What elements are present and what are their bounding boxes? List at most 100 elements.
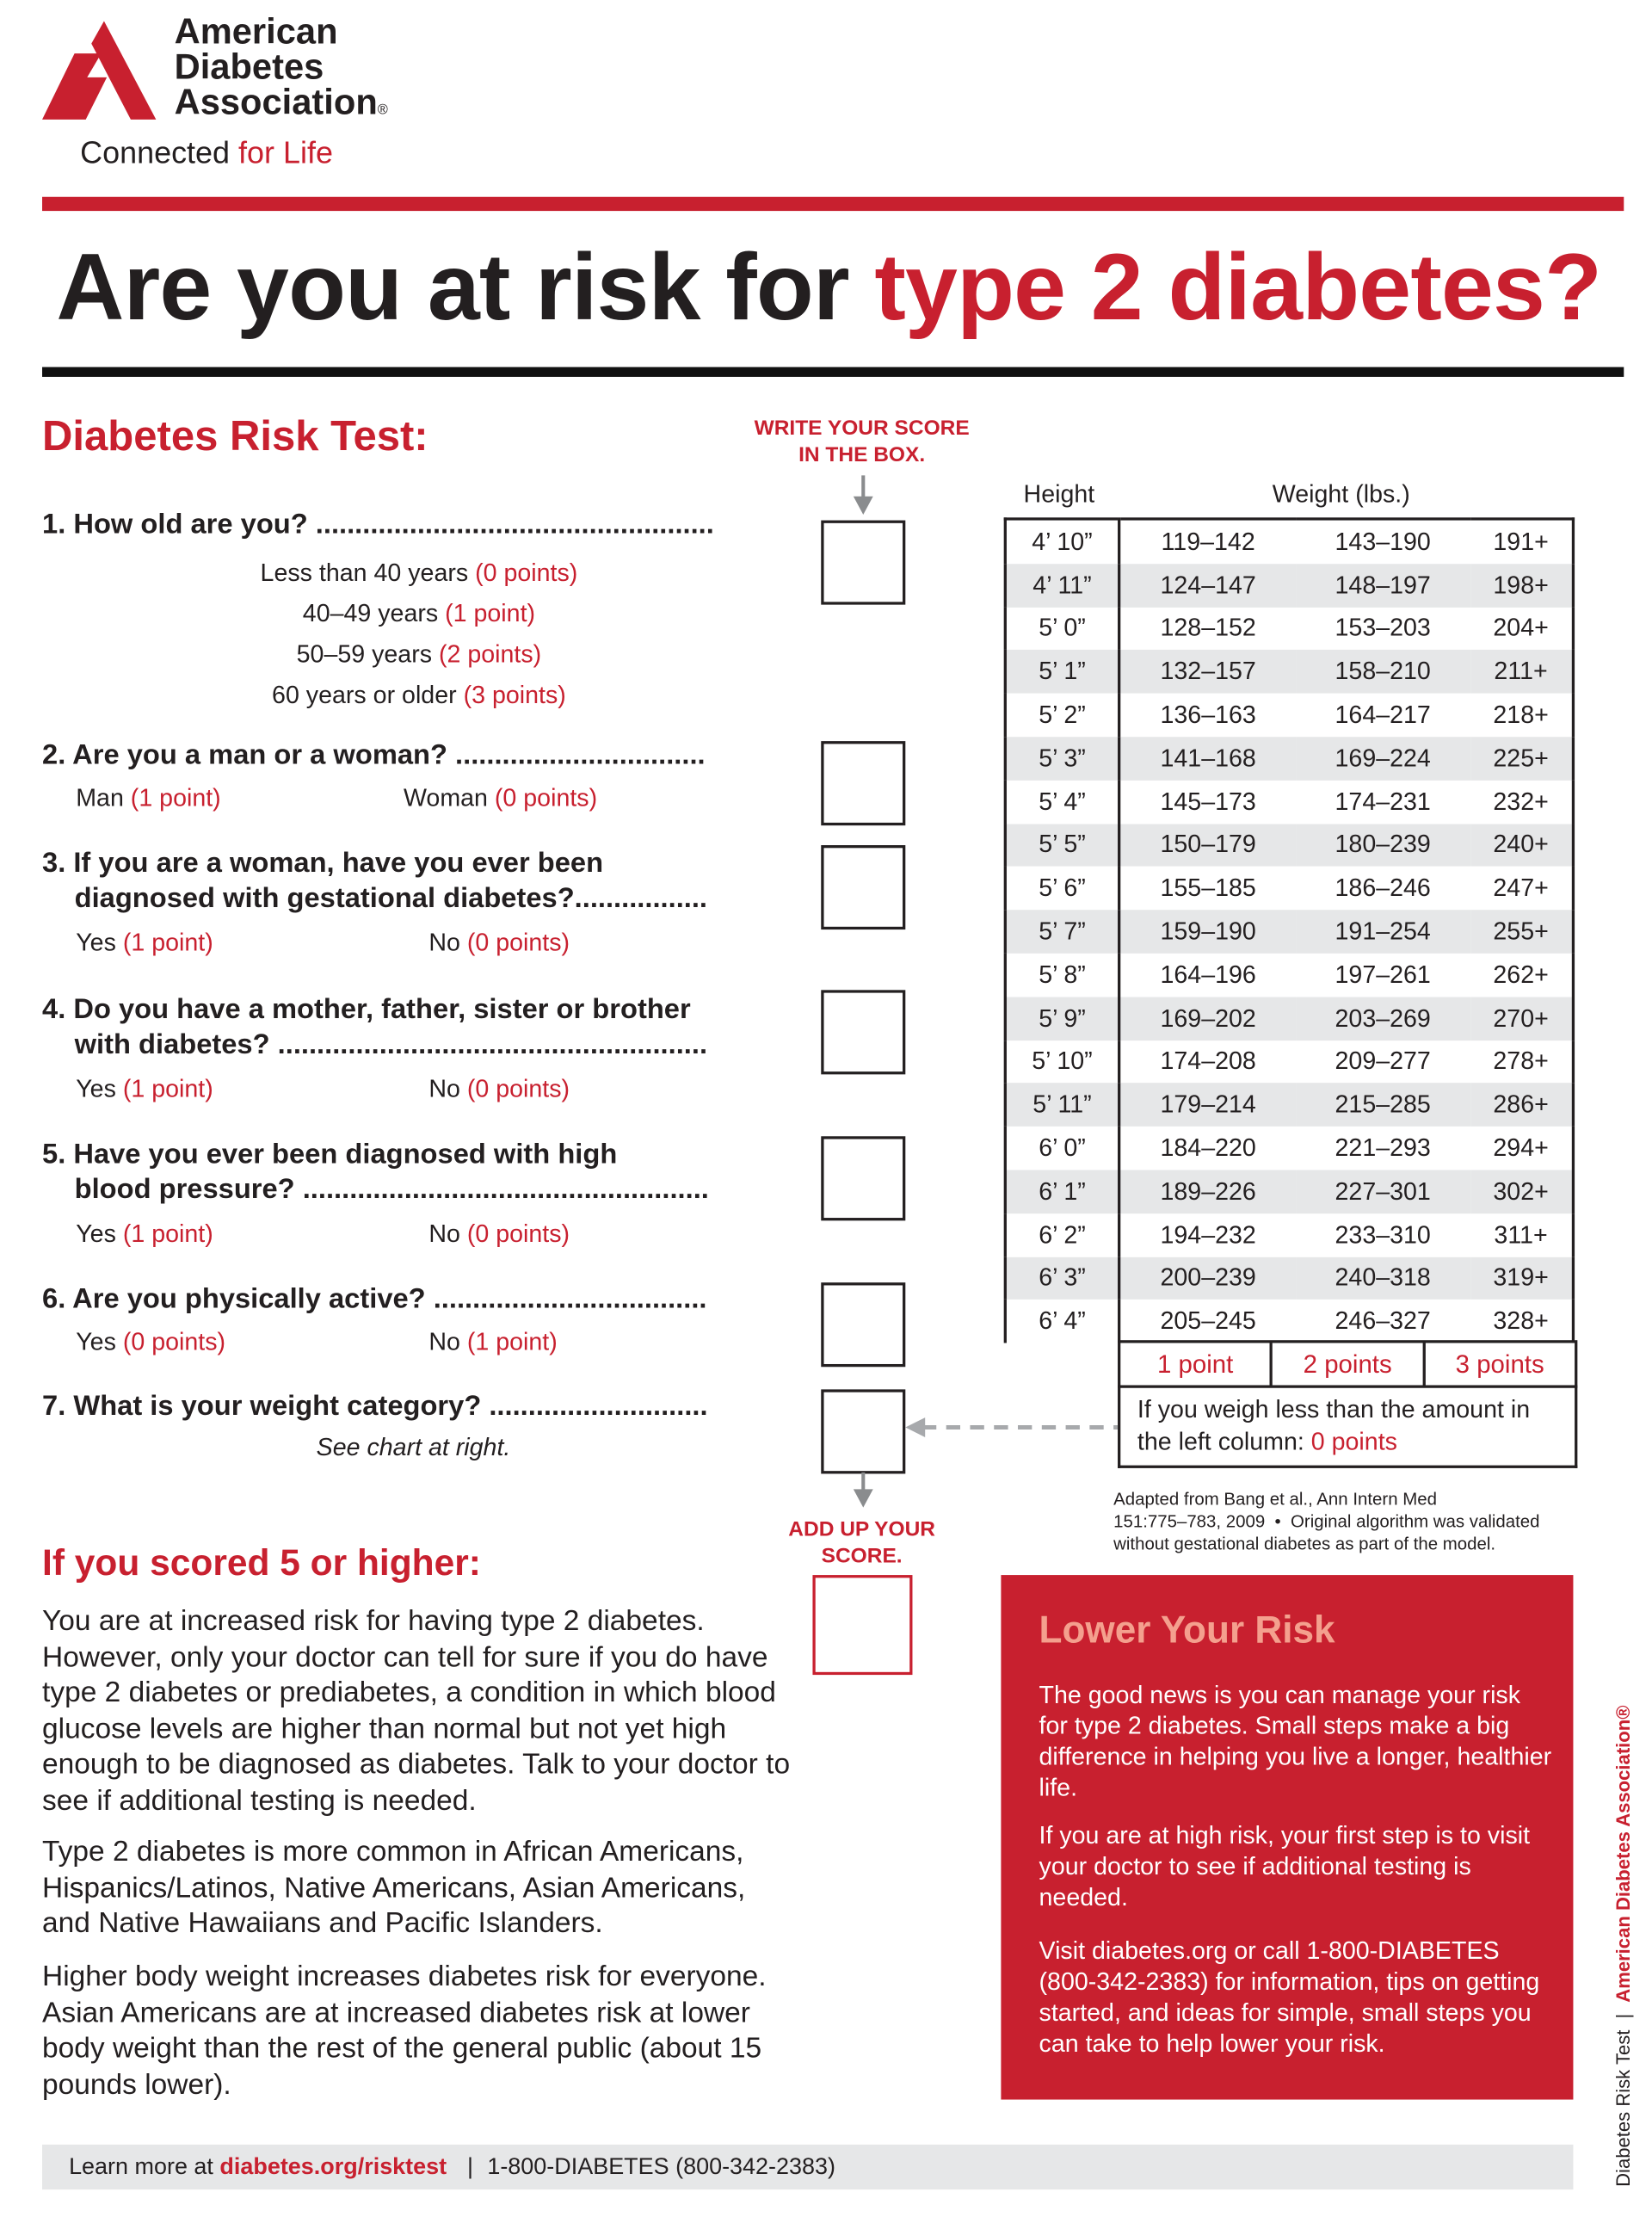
weight-note: See chart at right.	[316, 1433, 511, 1461]
option: Less than 40 years (0 points)	[260, 558, 578, 587]
question-7: 7. What is your weight category? .......…	[42, 1391, 708, 1422]
height-cell: 5’ 11”	[1005, 1083, 1121, 1127]
black-divider	[42, 367, 1624, 377]
weight-cell: 294+	[1493, 1133, 1549, 1162]
weight-cell: 311+	[1494, 1220, 1548, 1249]
weight-cell: 155–185	[1160, 874, 1256, 902]
weight-cell: 164–217	[1335, 700, 1431, 729]
high-score-paragraph: You are at increased risk for having typ…	[42, 1604, 791, 1817]
weight-cell: 209–277	[1335, 1047, 1431, 1076]
weight-cell: 197–261	[1335, 960, 1431, 989]
weight-cell: 191–254	[1296, 910, 1470, 954]
weight-table: 4’ 10” 119–142 143–190 191+ 4’ 11” 124–147 148…	[1003, 517, 1575, 1343]
option: Yes (1 point)	[76, 928, 213, 957]
height-cell: 4’ 11”	[1005, 563, 1121, 608]
weight-cell: 200–239	[1119, 1257, 1297, 1300]
option: Yes (1 point)	[76, 1074, 213, 1103]
total-score-box[interactable]	[812, 1575, 913, 1676]
side-label: Diabetes Risk Test|American Diabetes Ass…	[1612, 1705, 1634, 2187]
weight-table-row: 5’ 8” 164–196 197–261 262+	[1005, 953, 1573, 997]
weight-table-row: 5’ 7” 159–190 191–254 255+	[1005, 910, 1574, 954]
weight-cell: 233–310	[1335, 1220, 1431, 1249]
weight-cell: 203–269	[1296, 997, 1470, 1040]
q1-options: Less than 40 years (0 points) 40–49 year…	[42, 553, 796, 716]
weight-cell: 174–208	[1160, 1047, 1256, 1076]
weight-cell: 240–318	[1296, 1257, 1470, 1300]
weight-cell: 143–190	[1335, 527, 1431, 556]
lower-risk-heading: Lower Your Risk	[1039, 1609, 1335, 1652]
option: No (0 points)	[428, 1074, 570, 1103]
weight-cell: 169–224	[1296, 737, 1470, 781]
lower-risk-panel	[1001, 1575, 1574, 2100]
height-cell: 5’ 6”	[1005, 867, 1121, 911]
height-cell: 6’ 0”	[1005, 1127, 1121, 1170]
score-box-2[interactable]	[821, 741, 906, 826]
height-cell: 6’ 3”	[1005, 1257, 1121, 1300]
weight-cell: 179–214	[1119, 1083, 1297, 1127]
weight-cell: 148–197	[1296, 563, 1470, 608]
high-score-paragraph: Type 2 diabetes is more common in Africa…	[42, 1835, 746, 1940]
arrow-down-icon	[853, 1472, 873, 1508]
risktest-link[interactable]: diabetes.org/risktest	[219, 2154, 447, 2180]
question-3: 3. If you are a woman, have you ever bee…	[42, 848, 708, 915]
score-box-5[interactable]	[821, 1136, 906, 1221]
height-cell: 5’ 4”	[1005, 780, 1121, 824]
weight-cell: 132–157	[1119, 650, 1297, 694]
weight-cell: 262+	[1493, 960, 1549, 989]
option: Yes (0 points)	[76, 1327, 226, 1356]
height-cell: 5’ 1”	[1005, 650, 1121, 694]
height-cell: 6’ 1”	[1005, 1170, 1121, 1213]
weight-cell: 145–173	[1160, 787, 1256, 816]
height-cell: 5’ 0”	[1005, 607, 1121, 651]
weight-cell: 174–231	[1335, 787, 1431, 816]
weight-cell: 153–203	[1335, 614, 1431, 642]
option: No (0 points)	[428, 1219, 570, 1248]
weight-cell: 184–220	[1160, 1133, 1256, 1162]
weight-cell: 128–152	[1160, 614, 1256, 642]
weight-cell: 246–327	[1335, 1306, 1431, 1336]
weight-cell: 198+	[1470, 563, 1574, 608]
height-cell: 5’ 3”	[1005, 737, 1121, 781]
weight-cell: 136–163	[1160, 700, 1256, 729]
weight-table-row: 5’ 5” 150–179 180–239 240+	[1005, 823, 1574, 868]
weight-cell: 186–246	[1335, 874, 1431, 902]
points-2: 2 points	[1273, 1343, 1426, 1386]
weight-cell: 211+	[1470, 650, 1574, 694]
weight-cell: 169–202	[1119, 997, 1297, 1040]
weight-header: Weight (lbs.)	[1272, 479, 1410, 508]
score-box-7[interactable]	[821, 1389, 906, 1474]
weight-cell: 159–190	[1119, 910, 1297, 954]
weight-cell: 194–232	[1160, 1220, 1256, 1249]
score-box-6[interactable]	[821, 1282, 906, 1368]
logo-line: Diabetes	[174, 47, 324, 88]
score-box-1[interactable]	[821, 520, 906, 605]
weight-cell: 225+	[1470, 737, 1574, 781]
weight-table-row: 5’ 11” 179–214 215–285 286+	[1005, 1083, 1574, 1127]
height-cell: 5’ 7”	[1005, 910, 1121, 954]
logo-line: Association	[174, 83, 378, 123]
height-cell: 5’ 8”	[1005, 953, 1121, 997]
weight-cell: 227–301	[1296, 1170, 1470, 1213]
weight-cell: 124–147	[1119, 563, 1297, 608]
less-weight-note: If you weigh less than the amount in the…	[1118, 1385, 1578, 1468]
weight-cell: 204+	[1493, 614, 1549, 642]
question-6: 6. Are you physically active? ..........…	[42, 1283, 707, 1315]
citation: Adapted from Bang et al., Ann Intern Med…	[1113, 1489, 1540, 1554]
weight-cell: 218+	[1493, 700, 1549, 729]
weight-cell: 247+	[1493, 874, 1549, 902]
weight-cell: 191+	[1493, 527, 1549, 556]
weight-cell: 278+	[1493, 1047, 1549, 1076]
points-3: 3 points	[1455, 1349, 1544, 1379]
logo-line: American	[174, 12, 338, 52]
high-score-heading: If you scored 5 or higher:	[42, 1541, 481, 1584]
score-box-3[interactable]	[821, 845, 906, 930]
weight-cell: 119–142	[1161, 527, 1255, 556]
score-box-4[interactable]	[821, 990, 906, 1075]
weight-table-row: 4’ 11” 124–147 148–197 198+	[1005, 563, 1574, 608]
height-cell: 5’ 5”	[1005, 823, 1121, 868]
height-header: Height	[1023, 479, 1095, 508]
height-cell: 6’ 2”	[1005, 1213, 1121, 1257]
weight-cell: 215–285	[1296, 1083, 1470, 1127]
weight-cell: 240+	[1470, 823, 1574, 868]
footer-bar: Learn more at diabetes.org/risktest | 1-8…	[42, 2144, 1574, 2190]
